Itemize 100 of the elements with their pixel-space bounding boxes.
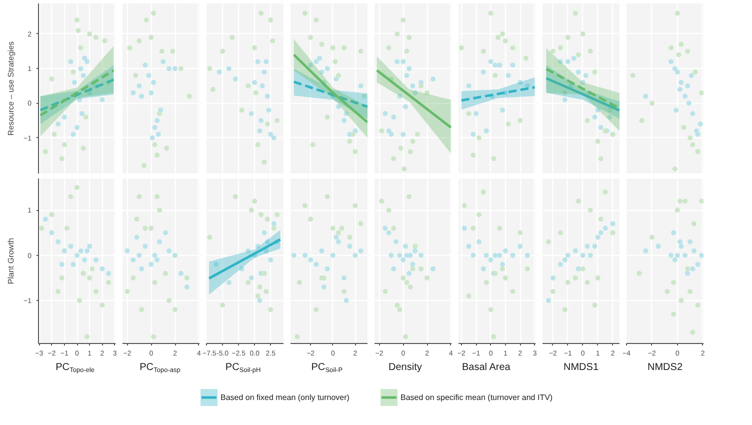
point [639,118,644,124]
point [412,244,418,249]
point [466,244,472,249]
point [497,62,502,68]
point [518,80,523,85]
point [406,34,412,40]
point [207,234,212,240]
point [80,73,86,78]
point [124,248,130,254]
point [72,80,77,85]
point [400,257,406,262]
point [170,48,176,54]
point [595,275,600,280]
legend-label: Based on fixed mean (only turnover) [220,393,350,402]
point [336,239,341,244]
point [397,94,402,99]
point [677,239,682,244]
point [172,307,178,312]
point [314,59,319,64]
point [210,86,216,92]
point [510,62,516,68]
point [220,302,226,308]
point [524,266,530,272]
point [62,142,67,148]
point [643,94,648,99]
point [87,275,92,280]
point [699,198,704,204]
point [502,275,508,280]
point [308,257,314,262]
point [157,208,162,213]
point [510,252,516,258]
point [59,275,64,280]
point [246,248,251,254]
point [257,298,262,304]
point [518,244,523,249]
point [510,289,516,294]
point [576,266,581,272]
point [656,244,661,249]
point [156,132,161,137]
x-axis-title: NMDS1 [564,362,599,373]
point [488,59,494,64]
point [558,262,563,267]
point [68,244,74,249]
point [330,226,336,231]
point [100,302,105,308]
point [230,34,235,40]
point [144,18,149,23]
point [308,62,314,68]
point [524,252,530,258]
point [462,203,467,208]
point [358,83,364,88]
point [62,248,67,254]
point [334,234,339,240]
point [342,275,347,280]
point [412,248,418,254]
point [391,156,396,162]
point [595,234,600,240]
point [358,221,364,226]
point [262,230,267,236]
point [565,280,570,285]
point [352,252,358,258]
point [49,230,54,236]
point [52,132,57,137]
point [70,70,76,75]
point [160,59,166,64]
point [672,66,678,72]
point [584,280,590,285]
point [178,270,184,276]
point [164,146,170,151]
point [74,185,80,190]
point [550,275,556,280]
point [246,83,251,88]
point [70,262,76,267]
point [308,216,314,222]
point [690,330,696,335]
point [466,294,472,299]
point [480,48,486,54]
point [252,198,258,204]
point [148,90,154,96]
point [56,239,61,244]
point [506,121,511,126]
point [671,280,676,285]
point [668,59,674,64]
point [162,270,168,276]
point [124,289,130,294]
point [226,66,232,72]
point [64,226,70,231]
point [319,42,324,47]
point [127,45,132,50]
point [291,252,296,258]
point [458,45,464,50]
point [258,212,264,218]
point [274,212,280,218]
point [691,248,696,254]
point [668,45,674,50]
point [500,31,505,36]
point [691,221,696,226]
point [141,163,146,168]
point [671,312,676,317]
point [139,307,144,312]
